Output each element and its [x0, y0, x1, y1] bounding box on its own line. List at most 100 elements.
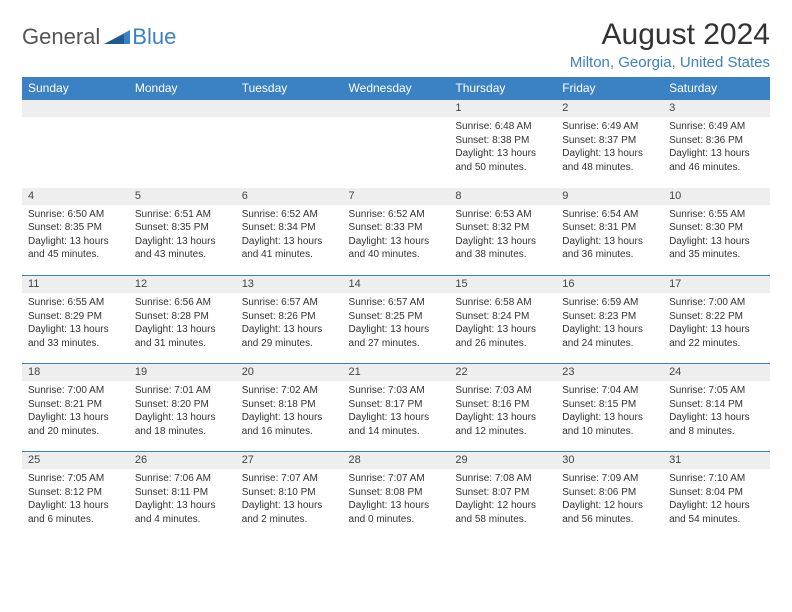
day-cell: [129, 100, 236, 188]
day-cell: 13Sunrise: 6:57 AMSunset: 8:26 PMDayligh…: [236, 276, 343, 364]
day-number: 14: [343, 276, 450, 293]
day-details: Sunrise: 6:50 AMSunset: 8:35 PMDaylight:…: [22, 205, 129, 266]
day-details: Sunrise: 6:56 AMSunset: 8:28 PMDaylight:…: [129, 293, 236, 354]
page-header: General Blue August 2024 Milton, Georgia…: [22, 18, 770, 71]
day-details: Sunrise: 6:58 AMSunset: 8:24 PMDaylight:…: [449, 293, 556, 354]
day-cell: 27Sunrise: 7:07 AMSunset: 8:10 PMDayligh…: [236, 452, 343, 540]
day-cell: 28Sunrise: 7:07 AMSunset: 8:08 PMDayligh…: [343, 452, 450, 540]
day-number: 24: [663, 364, 770, 381]
day-details: Sunrise: 7:05 AMSunset: 8:12 PMDaylight:…: [22, 469, 129, 530]
day-cell: 11Sunrise: 6:55 AMSunset: 8:29 PMDayligh…: [22, 276, 129, 364]
day-number: 8: [449, 188, 556, 205]
daynum-bar-empty: [129, 100, 236, 117]
day-number: 2: [556, 100, 663, 117]
day-cell: 16Sunrise: 6:59 AMSunset: 8:23 PMDayligh…: [556, 276, 663, 364]
day-header-row: SundayMondayTuesdayWednesdayThursdayFrid…: [22, 77, 770, 100]
day-cell: 18Sunrise: 7:00 AMSunset: 8:21 PMDayligh…: [22, 364, 129, 452]
day-header: Tuesday: [236, 77, 343, 100]
day-cell: 25Sunrise: 7:05 AMSunset: 8:12 PMDayligh…: [22, 452, 129, 540]
day-details: Sunrise: 7:08 AMSunset: 8:07 PMDaylight:…: [449, 469, 556, 530]
day-number: 25: [22, 452, 129, 469]
day-cell: 29Sunrise: 7:08 AMSunset: 8:07 PMDayligh…: [449, 452, 556, 540]
day-details: Sunrise: 7:01 AMSunset: 8:20 PMDaylight:…: [129, 381, 236, 442]
day-header: Monday: [129, 77, 236, 100]
day-number: 15: [449, 276, 556, 293]
day-details: Sunrise: 6:57 AMSunset: 8:26 PMDaylight:…: [236, 293, 343, 354]
logo-text-general: General: [22, 24, 100, 50]
title-block: August 2024 Milton, Georgia, United Stat…: [570, 18, 770, 71]
day-details: Sunrise: 7:07 AMSunset: 8:08 PMDaylight:…: [343, 469, 450, 530]
day-number: 22: [449, 364, 556, 381]
day-number: 23: [556, 364, 663, 381]
day-details: Sunrise: 7:03 AMSunset: 8:16 PMDaylight:…: [449, 381, 556, 442]
day-cell: 4Sunrise: 6:50 AMSunset: 8:35 PMDaylight…: [22, 188, 129, 276]
day-details: Sunrise: 7:02 AMSunset: 8:18 PMDaylight:…: [236, 381, 343, 442]
day-number: 20: [236, 364, 343, 381]
day-cell: [236, 100, 343, 188]
day-details: Sunrise: 6:49 AMSunset: 8:36 PMDaylight:…: [663, 117, 770, 178]
day-number: 6: [236, 188, 343, 205]
week-row: 18Sunrise: 7:00 AMSunset: 8:21 PMDayligh…: [22, 364, 770, 452]
daynum-bar-empty: [236, 100, 343, 117]
day-header: Friday: [556, 77, 663, 100]
day-cell: 15Sunrise: 6:58 AMSunset: 8:24 PMDayligh…: [449, 276, 556, 364]
day-number: 21: [343, 364, 450, 381]
week-row: 1Sunrise: 6:48 AMSunset: 8:38 PMDaylight…: [22, 100, 770, 188]
day-details: Sunrise: 6:54 AMSunset: 8:31 PMDaylight:…: [556, 205, 663, 266]
day-cell: [22, 100, 129, 188]
day-details: Sunrise: 7:07 AMSunset: 8:10 PMDaylight:…: [236, 469, 343, 530]
day-number: 18: [22, 364, 129, 381]
day-details: Sunrise: 7:05 AMSunset: 8:14 PMDaylight:…: [663, 381, 770, 442]
logo-text-blue: Blue: [132, 24, 176, 50]
day-details: Sunrise: 6:51 AMSunset: 8:35 PMDaylight:…: [129, 205, 236, 266]
day-number: 11: [22, 276, 129, 293]
day-details: Sunrise: 6:49 AMSunset: 8:37 PMDaylight:…: [556, 117, 663, 178]
day-cell: 2Sunrise: 6:49 AMSunset: 8:37 PMDaylight…: [556, 100, 663, 188]
day-details: Sunrise: 7:10 AMSunset: 8:04 PMDaylight:…: [663, 469, 770, 530]
day-details: Sunrise: 6:52 AMSunset: 8:33 PMDaylight:…: [343, 205, 450, 266]
day-number: 26: [129, 452, 236, 469]
day-number: 9: [556, 188, 663, 205]
day-details: Sunrise: 6:48 AMSunset: 8:38 PMDaylight:…: [449, 117, 556, 178]
day-cell: 1Sunrise: 6:48 AMSunset: 8:38 PMDaylight…: [449, 100, 556, 188]
day-details: Sunrise: 6:53 AMSunset: 8:32 PMDaylight:…: [449, 205, 556, 266]
day-cell: 31Sunrise: 7:10 AMSunset: 8:04 PMDayligh…: [663, 452, 770, 540]
day-cell: 26Sunrise: 7:06 AMSunset: 8:11 PMDayligh…: [129, 452, 236, 540]
day-cell: 19Sunrise: 7:01 AMSunset: 8:20 PMDayligh…: [129, 364, 236, 452]
day-details: Sunrise: 7:00 AMSunset: 8:22 PMDaylight:…: [663, 293, 770, 354]
day-cell: 10Sunrise: 6:55 AMSunset: 8:30 PMDayligh…: [663, 188, 770, 276]
month-title: August 2024: [570, 18, 770, 52]
day-cell: 20Sunrise: 7:02 AMSunset: 8:18 PMDayligh…: [236, 364, 343, 452]
day-details: Sunrise: 6:55 AMSunset: 8:30 PMDaylight:…: [663, 205, 770, 266]
day-details: Sunrise: 6:55 AMSunset: 8:29 PMDaylight:…: [22, 293, 129, 354]
week-row: 11Sunrise: 6:55 AMSunset: 8:29 PMDayligh…: [22, 276, 770, 364]
day-cell: 7Sunrise: 6:52 AMSunset: 8:33 PMDaylight…: [343, 188, 450, 276]
day-details: Sunrise: 7:09 AMSunset: 8:06 PMDaylight:…: [556, 469, 663, 530]
day-cell: 8Sunrise: 6:53 AMSunset: 8:32 PMDaylight…: [449, 188, 556, 276]
day-cell: 22Sunrise: 7:03 AMSunset: 8:16 PMDayligh…: [449, 364, 556, 452]
day-header: Thursday: [449, 77, 556, 100]
day-number: 31: [663, 452, 770, 469]
day-cell: 5Sunrise: 6:51 AMSunset: 8:35 PMDaylight…: [129, 188, 236, 276]
week-row: 25Sunrise: 7:05 AMSunset: 8:12 PMDayligh…: [22, 452, 770, 540]
day-number: 29: [449, 452, 556, 469]
day-number: 7: [343, 188, 450, 205]
day-number: 3: [663, 100, 770, 117]
day-number: 28: [343, 452, 450, 469]
calendar-table: SundayMondayTuesdayWednesdayThursdayFrid…: [22, 77, 770, 540]
day-details: Sunrise: 7:03 AMSunset: 8:17 PMDaylight:…: [343, 381, 450, 442]
day-number: 4: [22, 188, 129, 205]
day-number: 5: [129, 188, 236, 205]
day-details: Sunrise: 6:52 AMSunset: 8:34 PMDaylight:…: [236, 205, 343, 266]
logo: General Blue: [22, 24, 176, 50]
day-cell: 30Sunrise: 7:09 AMSunset: 8:06 PMDayligh…: [556, 452, 663, 540]
day-header: Saturday: [663, 77, 770, 100]
day-cell: 12Sunrise: 6:56 AMSunset: 8:28 PMDayligh…: [129, 276, 236, 364]
day-cell: 3Sunrise: 6:49 AMSunset: 8:36 PMDaylight…: [663, 100, 770, 188]
day-number: 27: [236, 452, 343, 469]
day-cell: 6Sunrise: 6:52 AMSunset: 8:34 PMDaylight…: [236, 188, 343, 276]
day-header: Sunday: [22, 77, 129, 100]
day-number: 12: [129, 276, 236, 293]
day-number: 16: [556, 276, 663, 293]
week-row: 4Sunrise: 6:50 AMSunset: 8:35 PMDaylight…: [22, 188, 770, 276]
